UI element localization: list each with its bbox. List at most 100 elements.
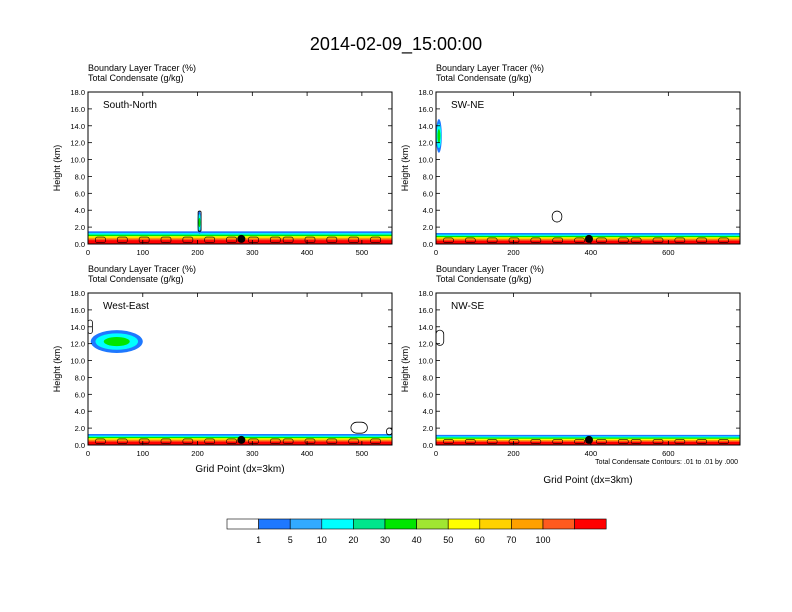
x-tick-label: 0 xyxy=(434,248,438,257)
x-tick-label: 100 xyxy=(137,449,150,458)
y-tick-label: 4.0 xyxy=(423,407,433,416)
panel-title-condensate: Total Condensate (g/kg) xyxy=(88,274,184,284)
condensate-contour-low xyxy=(304,438,316,445)
condensate-contour-low xyxy=(348,236,360,244)
x-tick-label: 600 xyxy=(662,449,675,458)
colorbar-swatch xyxy=(289,518,323,530)
colorbar-swatch xyxy=(542,518,575,530)
condensate-contour-low xyxy=(464,237,476,244)
colorbar-label: 20 xyxy=(348,535,358,545)
panel-title-tracer: Boundary Layer Tracer (%) xyxy=(436,264,544,274)
colorbar-swatch xyxy=(479,518,512,530)
x-tick-label: 200 xyxy=(507,449,520,458)
panel-title-condensate: Total Condensate (g/kg) xyxy=(436,73,532,83)
condensate-contour-low xyxy=(226,438,237,445)
y-tick-label: 6.0 xyxy=(423,189,433,198)
y-tick-label: 0.0 xyxy=(75,240,85,249)
y-tick-label: 16.0 xyxy=(418,306,433,315)
y-tick-label: 14.0 xyxy=(418,323,433,332)
x-axis-label-right: Grid Point (dx=3km) xyxy=(543,475,632,486)
panel-sw-ne: Boundary Layer Tracer (%)Total Condensat… xyxy=(400,63,741,257)
condensate-contour-low xyxy=(596,439,607,445)
x-tick-label: 500 xyxy=(356,449,369,458)
y-tick-label: 0.0 xyxy=(75,441,85,450)
colorbar-swatch xyxy=(416,518,449,530)
condensate-contour-low xyxy=(486,439,498,445)
panel-title-condensate: Total Condensate (g/kg) xyxy=(88,73,184,83)
condensate-contour-low xyxy=(574,237,585,244)
panel-south-north: Boundary Layer Tracer (%)Total Condensat… xyxy=(52,63,393,257)
y-tick-label: 12.0 xyxy=(418,340,433,349)
x-tick-label: 0 xyxy=(434,449,438,458)
condensate-contour-low xyxy=(617,439,629,445)
condensate-contour-low xyxy=(596,237,607,244)
condensate-contour-low xyxy=(182,236,194,244)
colorbar-swatch xyxy=(384,518,417,530)
y-tick-label: 8.0 xyxy=(423,373,433,382)
condensate-contour-low xyxy=(574,439,585,445)
x-tick-label: 400 xyxy=(585,449,598,458)
colorbar-label: 60 xyxy=(475,535,485,545)
y-tick-label: 18.0 xyxy=(418,289,433,298)
condensate-contour-low xyxy=(696,237,708,244)
y-tick-label: 4.0 xyxy=(75,407,85,416)
y-tick-label: 10.0 xyxy=(70,156,85,165)
y-tick-label: 10.0 xyxy=(418,357,433,366)
plot-frame xyxy=(435,91,741,245)
y-tick-label: 2.0 xyxy=(423,424,433,433)
location-marker xyxy=(584,435,593,444)
panel-nw-se: Boundary Layer Tracer (%)Total Condensat… xyxy=(400,264,741,458)
y-tick-label: 8.0 xyxy=(75,172,85,181)
y-tick-label: 18.0 xyxy=(70,88,85,97)
condensate-contour-low xyxy=(652,439,664,445)
condensate-contour-low xyxy=(138,438,150,445)
condensate-contour-low xyxy=(508,237,520,244)
colorbar-swatch xyxy=(226,518,259,530)
colorbar-label: 40 xyxy=(412,535,422,545)
condensate-contour-low xyxy=(617,237,629,244)
condensate-contour-low xyxy=(269,438,281,445)
contour-footnote: Total Condensate Contours: .01 to .01 by… xyxy=(595,459,738,466)
x-tick-label: 400 xyxy=(301,248,314,257)
panel-title-tracer: Boundary Layer Tracer (%) xyxy=(88,264,196,274)
condensate-contour-low xyxy=(282,236,294,244)
condensate-contour-low xyxy=(718,439,729,445)
condensate-contour-low xyxy=(269,236,281,244)
y-tick-label: 6.0 xyxy=(75,189,85,198)
condensate-contour-low xyxy=(226,236,237,244)
panel-west-east: Boundary Layer Tracer (%)Total Condensat… xyxy=(52,264,393,458)
location-marker xyxy=(584,234,593,243)
condensate-contour-low xyxy=(652,237,664,244)
condensate-contour-low xyxy=(718,237,729,244)
y-tick-label: 12.0 xyxy=(70,340,85,349)
panel-label: West-East xyxy=(103,301,149,312)
plot-frame xyxy=(87,292,393,446)
y-axis-label: Height (km) xyxy=(52,145,62,192)
x-tick-label: 200 xyxy=(191,449,204,458)
y-tick-label: 16.0 xyxy=(70,306,85,315)
condensate-contour-low xyxy=(530,237,542,244)
y-tick-label: 4.0 xyxy=(75,206,85,215)
x-axis-label-left: Grid Point (dx=3km) xyxy=(195,464,284,475)
condensate-contour-low xyxy=(248,438,259,445)
condensate-contour-low xyxy=(95,236,106,244)
x-tick-label: 300 xyxy=(246,449,259,458)
condensate-contour-low xyxy=(630,237,642,244)
condensate-contour-low xyxy=(674,237,686,244)
plot-frame xyxy=(435,292,741,446)
y-tick-label: 2.0 xyxy=(75,223,85,232)
panel-label: South-North xyxy=(103,100,157,111)
panel-title-tracer: Boundary Layer Tracer (%) xyxy=(436,63,544,73)
colorbar-swatch xyxy=(574,518,607,530)
condensate-contour xyxy=(350,421,368,434)
y-tick-label: 6.0 xyxy=(75,390,85,399)
panel-label: SW-NE xyxy=(451,100,484,111)
condensate-contour-low xyxy=(248,236,259,244)
condensate-contour-low xyxy=(348,438,360,445)
condensate-contour-low xyxy=(204,236,216,244)
condensate-contour-low xyxy=(443,439,454,445)
condensate-contour-low xyxy=(464,439,476,445)
condensate-contour-low xyxy=(326,438,338,445)
tracer-blob-inner xyxy=(198,217,201,228)
plot-frame xyxy=(87,91,393,245)
